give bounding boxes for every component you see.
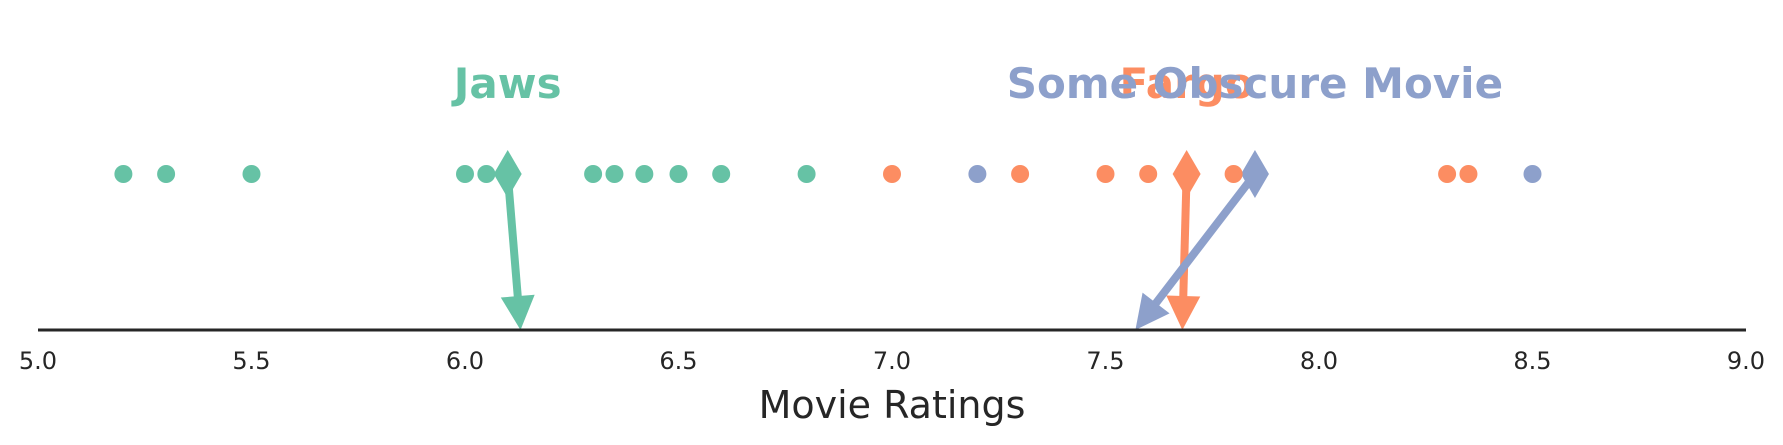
mean-arrow-head-fargo [1166,295,1201,330]
rating-point-some-obscure-movie [968,165,987,183]
x-tick-label: 6.5 [659,347,697,375]
rating-point-jaws [605,165,624,183]
series-label-jaws: Jaws [451,59,562,108]
mean-arrows [493,150,1269,330]
mean-arrow-head-jaws [500,294,535,330]
x-tick-label: 5.5 [232,347,270,375]
mean-marker-fargo [1172,150,1201,198]
x-axis-title: Movie Ratings [759,383,1026,427]
x-tick-label: 8.0 [1300,347,1338,375]
rating-point-fargo [1096,165,1115,183]
rating-point-fargo [883,165,901,183]
x-tick-label: 8.5 [1513,347,1551,375]
mean-marker-some-obscure-movie [1240,150,1269,198]
mean-arrow-shaft-some-obscure-movie [1151,171,1259,308]
rating-point-fargo [1011,165,1030,183]
series-label-some-obscure-movie: Some Obscure Movie [1007,59,1503,108]
x-tick-label: 7.5 [1086,347,1124,375]
rating-point-jaws [669,165,688,183]
rating-point-fargo [1139,165,1158,183]
x-tick-label: 6.0 [446,347,484,375]
rating-point-jaws [242,165,261,183]
rating-point-jaws [712,165,731,183]
x-tick-label: 7.0 [873,347,911,375]
x-tick-label: 5.0 [19,347,57,375]
rating-point-fargo [1224,165,1243,183]
mean-marker-jaws [493,150,522,198]
rating-point-jaws [477,165,496,183]
rating-point-jaws [797,165,816,183]
rating-point-jaws [456,165,474,183]
rating-point-jaws [635,165,654,183]
rating-point-fargo [1438,165,1457,183]
mean-arrow-head-some-obscure-movie [1135,292,1170,330]
rating-point-jaws [114,165,133,183]
series-label-fargo: Fargo [1120,59,1254,108]
rating-point-fargo [1459,165,1478,183]
x-axis-ticks: 5.0 5.5 6.0 6.5 7.0 7.5 8.0 8.5 9.0 [19,347,1765,375]
rating-points [114,165,1542,183]
x-tick-label: 9.0 [1727,347,1765,375]
rating-point-jaws [157,165,176,183]
rating-point-some-obscure-movie [1523,165,1542,183]
rating-point-jaws [584,165,603,183]
